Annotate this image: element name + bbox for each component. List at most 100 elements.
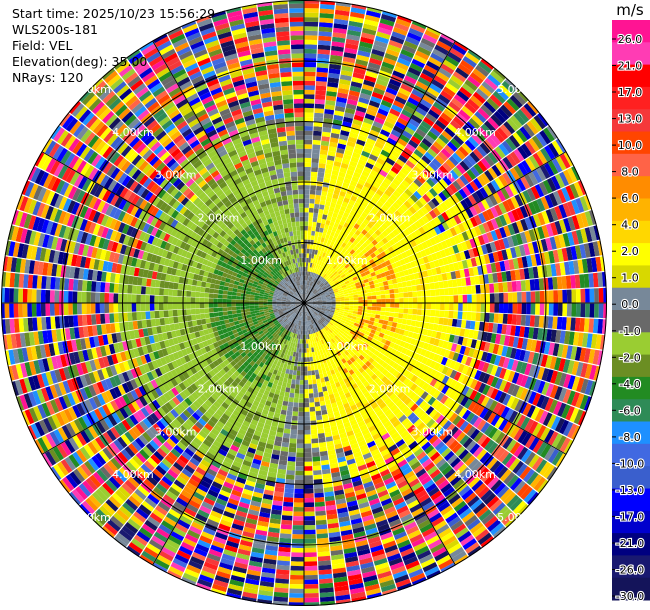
- ppi-gate: [375, 310, 381, 315]
- ppi-gate: [346, 34, 361, 41]
- ppi-gate: [426, 303, 432, 310]
- ppi-gate: [310, 429, 318, 435]
- ppi-gate: [363, 278, 369, 284]
- ppi-gate: [355, 284, 361, 289]
- ppi-gate: [419, 72, 433, 83]
- ppi-gate: [469, 216, 478, 227]
- ppi-gate: [347, 287, 353, 292]
- ppi-gate: [575, 303, 581, 317]
- ppi-gate: [401, 281, 407, 288]
- ppi-gate: [404, 176, 414, 185]
- ppi-gate: [437, 258, 445, 267]
- ppi-gate: [371, 246, 378, 253]
- ppi-gate: [498, 202, 507, 214]
- ppi-gate: [376, 273, 382, 279]
- ppi-gate: [334, 9, 350, 17]
- ppi-gate: [304, 144, 312, 149]
- ppi-gate: [532, 214, 542, 227]
- ppi-gate: [526, 120, 539, 135]
- ppi-gate: [349, 180, 358, 187]
- ppi-gate: [388, 316, 394, 322]
- ppi-gate: [319, 154, 328, 160]
- ppi-gate: [403, 147, 413, 156]
- ppi-gate: [372, 44, 387, 53]
- ppi-gate: [425, 221, 434, 231]
- ppi-ray: [304, 180, 587, 303]
- ppi-gate: [283, 433, 290, 439]
- ppi-gate: [417, 297, 422, 303]
- ppi-gate: [461, 105, 474, 118]
- ppi-gate: [418, 235, 426, 243]
- ppi-gate: [430, 52, 445, 63]
- ppi-ray: [304, 58, 495, 303]
- ppi-gate: [304, 561, 318, 567]
- ppi-gate: [540, 165, 551, 179]
- ppi-gate: [325, 219, 331, 226]
- ppi-gate: [312, 296, 317, 300]
- ppi-gate: [371, 291, 377, 296]
- ppi-gate: [355, 59, 369, 67]
- ppi-gate: [455, 112, 468, 124]
- ppi-gate: [400, 203, 409, 212]
- ppi-gate: [342, 286, 348, 291]
- ppi-gate: [540, 147, 552, 162]
- ppi-gate: [460, 59, 475, 72]
- ppi-gate: [334, 156, 343, 163]
- ppi-gate: [352, 276, 358, 281]
- ppi-gate: [383, 285, 390, 291]
- ppi-gate: [414, 229, 422, 237]
- ppi-gate: [486, 220, 495, 232]
- ppi-gate: [435, 137, 447, 148]
- ppi-gate: [326, 277, 331, 282]
- ppi-gate: [360, 222, 367, 229]
- ppi-gate: [328, 288, 333, 292]
- ppi-gate: [295, 470, 304, 476]
- ppi-gate: [584, 211, 594, 227]
- ppi-gate: [397, 318, 403, 324]
- ppi-gate: [361, 211, 368, 219]
- ppi-gate: [428, 161, 439, 172]
- ppi-gate: [339, 230, 345, 237]
- ppi-gate: [305, 289, 307, 295]
- ppi-gate: [368, 268, 375, 274]
- ppi-gate: [352, 72, 365, 80]
- ppi-gate: [416, 290, 422, 297]
- ppi-gate: [452, 116, 465, 128]
- ppi-gate: [320, 145, 329, 151]
- ppi-gate: [336, 147, 345, 154]
- ppi-gate: [315, 194, 321, 200]
- ppi-gate: [304, 139, 313, 145]
- ppi-gate: [313, 474, 323, 480]
- ppi-gate: [392, 236, 399, 244]
- ppi-gate: [340, 259, 346, 265]
- ppi-gate: [494, 303, 500, 313]
- ppi-gate: [529, 315, 536, 327]
- ppi-gate: [443, 288, 449, 296]
- ppi-gate: [317, 555, 331, 562]
- ppi-gate: [304, 262, 307, 267]
- ppi-gate: [283, 497, 294, 503]
- ppi-gate: [304, 556, 317, 562]
- ppi-gate: [559, 171, 570, 187]
- ppi-gate: [343, 238, 350, 245]
- ppi-gate: [509, 167, 520, 181]
- ppi-gate: [311, 374, 316, 380]
- ppi-gate: [557, 303, 563, 316]
- ppi-gate: [308, 253, 312, 259]
- ppi-gate: [357, 50, 371, 58]
- ppi-gate: [398, 287, 404, 293]
- ppi-gate: [351, 286, 357, 290]
- ppi-gate: [361, 263, 367, 269]
- ppi-gate: [563, 152, 574, 167]
- ppi-gate: [513, 148, 525, 162]
- ppi-gate: [322, 287, 327, 291]
- ppi-gate: [537, 112, 549, 127]
- ppi-gate: [473, 203, 482, 215]
- ppi-gate: [477, 126, 490, 139]
- ppi-gate: [365, 285, 371, 290]
- ppi-gate: [555, 138, 567, 153]
- ppi-gate: [479, 142, 491, 155]
- ppi-gate: [421, 303, 427, 310]
- ppi-gate: [367, 303, 373, 307]
- ppi-gate: [401, 251, 408, 259]
